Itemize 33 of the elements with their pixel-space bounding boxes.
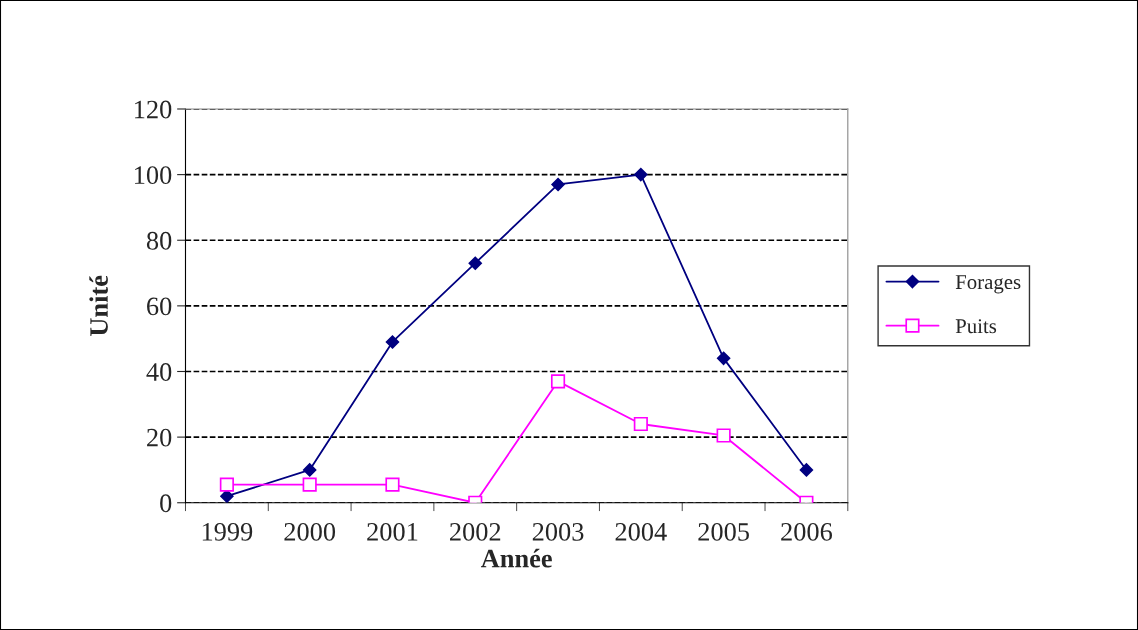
point xyxy=(550,374,566,389)
point xyxy=(468,256,482,270)
point xyxy=(302,463,317,477)
x-tick-label: 2000 xyxy=(284,522,336,541)
point xyxy=(716,428,731,443)
y-tick-label: 120 xyxy=(135,100,172,119)
point xyxy=(799,463,814,477)
x-tick-label: 2004 xyxy=(615,522,667,541)
point xyxy=(716,351,731,366)
legend-label: Puits xyxy=(955,319,997,334)
x-tick-label: 1999 xyxy=(202,523,253,541)
legend-label: Forages xyxy=(955,275,1021,294)
y-axis-title: Unité xyxy=(89,275,108,336)
x-axis-title: Année xyxy=(480,548,552,568)
point xyxy=(385,335,400,349)
point xyxy=(220,489,234,503)
point xyxy=(219,477,234,492)
x-tick-label: 2006 xyxy=(781,522,833,541)
point xyxy=(634,167,648,182)
point xyxy=(302,477,317,492)
y-tick-label: 40 xyxy=(146,363,172,381)
point xyxy=(551,177,565,192)
point xyxy=(633,416,648,432)
y-tick-label: 0 xyxy=(160,494,172,513)
x-tick-label: 2005 xyxy=(698,522,749,541)
y-tick-label: 100 xyxy=(135,166,172,185)
x-tick-label: 2002 xyxy=(450,522,501,541)
x-tick-label: 2003 xyxy=(532,522,584,541)
y-tick-label: 80 xyxy=(146,231,172,250)
point xyxy=(385,477,400,492)
y-tick-label: 60 xyxy=(147,297,172,316)
x-tick-label: 2001 xyxy=(367,522,418,541)
y-tick-label: 20 xyxy=(147,428,172,447)
